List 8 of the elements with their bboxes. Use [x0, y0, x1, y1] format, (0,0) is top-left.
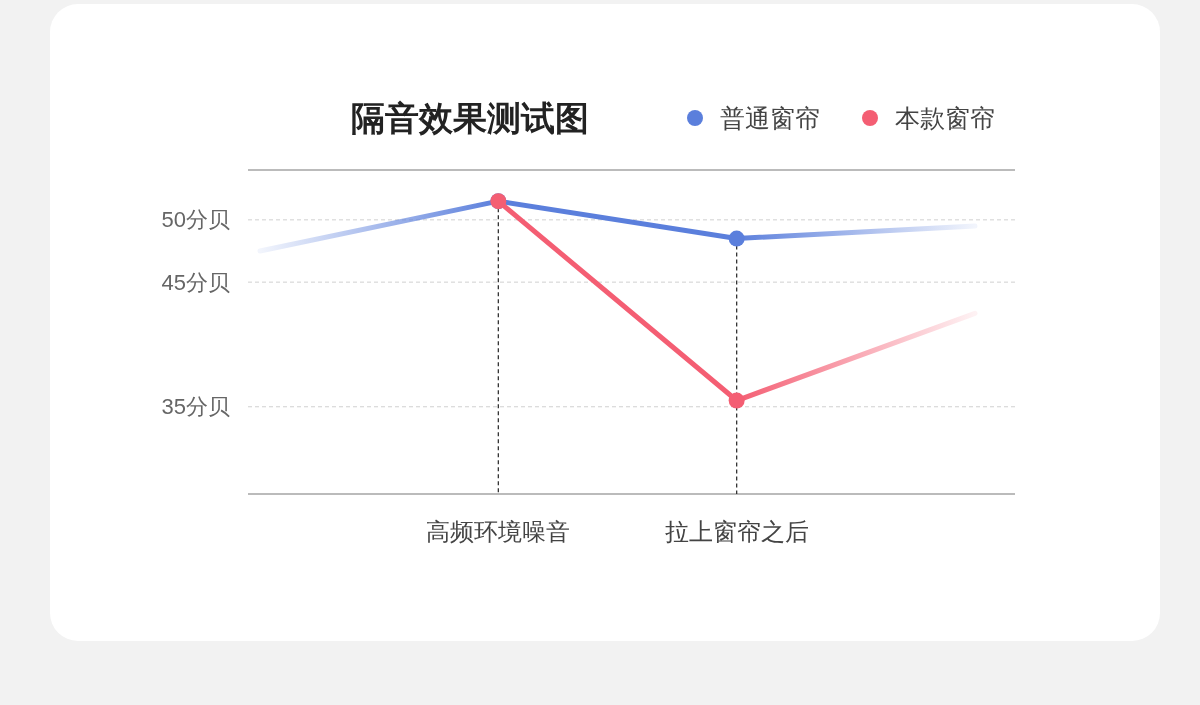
y-tick-label: 45分贝: [161, 269, 230, 295]
chart-title: 隔音效果测试图: [351, 99, 589, 137]
x-tick-label: 高频环境噪音: [426, 517, 571, 545]
legend-label: 本款窗帘: [895, 104, 995, 132]
y-tick-label: 35分贝: [161, 394, 230, 420]
x-tick-label: 拉上窗帘之后: [664, 517, 809, 545]
y-tick-label: 50分贝: [161, 207, 230, 233]
legend-label: 普通窗帘: [720, 104, 820, 132]
